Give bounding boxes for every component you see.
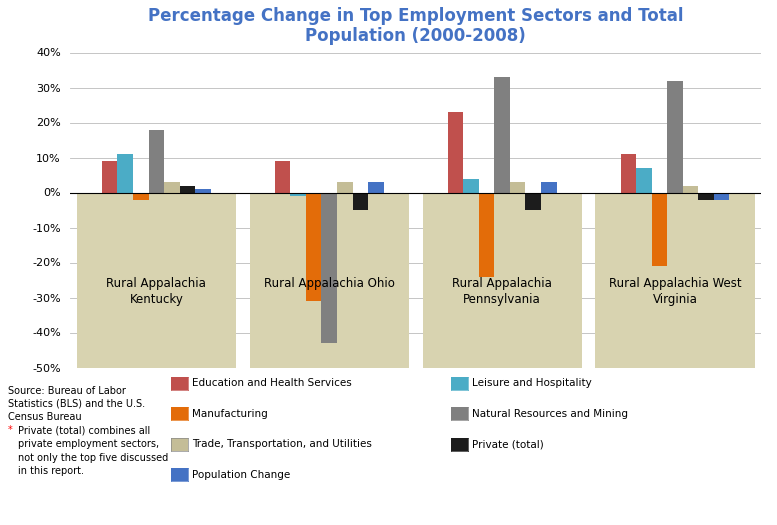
Bar	[164, 182, 179, 193]
Bar	[291, 193, 306, 196]
Text: Leisure and Hospitality: Leisure and Hospitality	[472, 378, 591, 388]
Bar	[179, 185, 195, 193]
Text: Private (total): Private (total)	[472, 439, 543, 449]
Text: Trade, Transportation, and Utilities: Trade, Transportation, and Utilities	[192, 439, 371, 449]
Bar	[463, 178, 479, 193]
Bar	[525, 193, 541, 210]
Bar	[148, 130, 164, 193]
Text: Source: Bureau of Labor: Source: Bureau of Labor	[8, 386, 126, 396]
Bar	[77, 193, 236, 368]
Text: private employment sectors,: private employment sectors,	[18, 439, 159, 449]
Text: Rural Appalachia Ohio: Rural Appalachia Ohio	[264, 277, 395, 289]
Bar	[368, 182, 384, 193]
Bar	[423, 193, 582, 368]
Title: Percentage Change in Top Employment Sectors and Total
Population (2000-2008): Percentage Change in Top Employment Sect…	[148, 7, 684, 45]
Text: Private (total) combines all: Private (total) combines all	[18, 425, 150, 435]
Text: Rural Appalachia West
Virginia: Rural Appalachia West Virginia	[608, 277, 741, 306]
Bar	[448, 112, 463, 193]
Bar	[322, 193, 337, 343]
Bar	[636, 168, 652, 193]
Text: Manufacturing: Manufacturing	[192, 408, 267, 419]
Bar	[479, 193, 494, 277]
Bar	[699, 193, 714, 200]
Bar	[133, 193, 148, 200]
Bar	[117, 154, 133, 193]
Bar	[195, 189, 211, 193]
Bar	[306, 193, 322, 301]
Bar	[510, 182, 525, 193]
Bar	[337, 182, 353, 193]
Text: in this report.: in this report.	[18, 466, 84, 476]
Text: Education and Health Services: Education and Health Services	[192, 378, 352, 388]
Text: not only the top five discussed: not only the top five discussed	[18, 453, 168, 463]
Bar	[652, 193, 667, 266]
Bar	[683, 185, 699, 193]
Bar	[275, 161, 291, 193]
Bar	[102, 161, 117, 193]
Bar	[541, 182, 556, 193]
Text: Census Bureau: Census Bureau	[8, 412, 82, 422]
Bar	[714, 193, 730, 200]
Text: Rural Appalachia
Pennsylvania: Rural Appalachia Pennsylvania	[452, 277, 552, 306]
Text: *: *	[8, 425, 12, 435]
Text: Population Change: Population Change	[192, 469, 290, 480]
Bar	[595, 193, 754, 368]
Bar	[353, 193, 368, 210]
Bar	[249, 193, 409, 368]
Text: Rural Appalachia
Kentucky: Rural Appalachia Kentucky	[106, 277, 207, 306]
Bar	[667, 80, 683, 193]
Text: Statistics (BLS) and the U.S.: Statistics (BLS) and the U.S.	[8, 399, 145, 409]
Bar	[494, 77, 510, 193]
Text: Natural Resources and Mining: Natural Resources and Mining	[472, 408, 628, 419]
Bar	[621, 154, 636, 193]
